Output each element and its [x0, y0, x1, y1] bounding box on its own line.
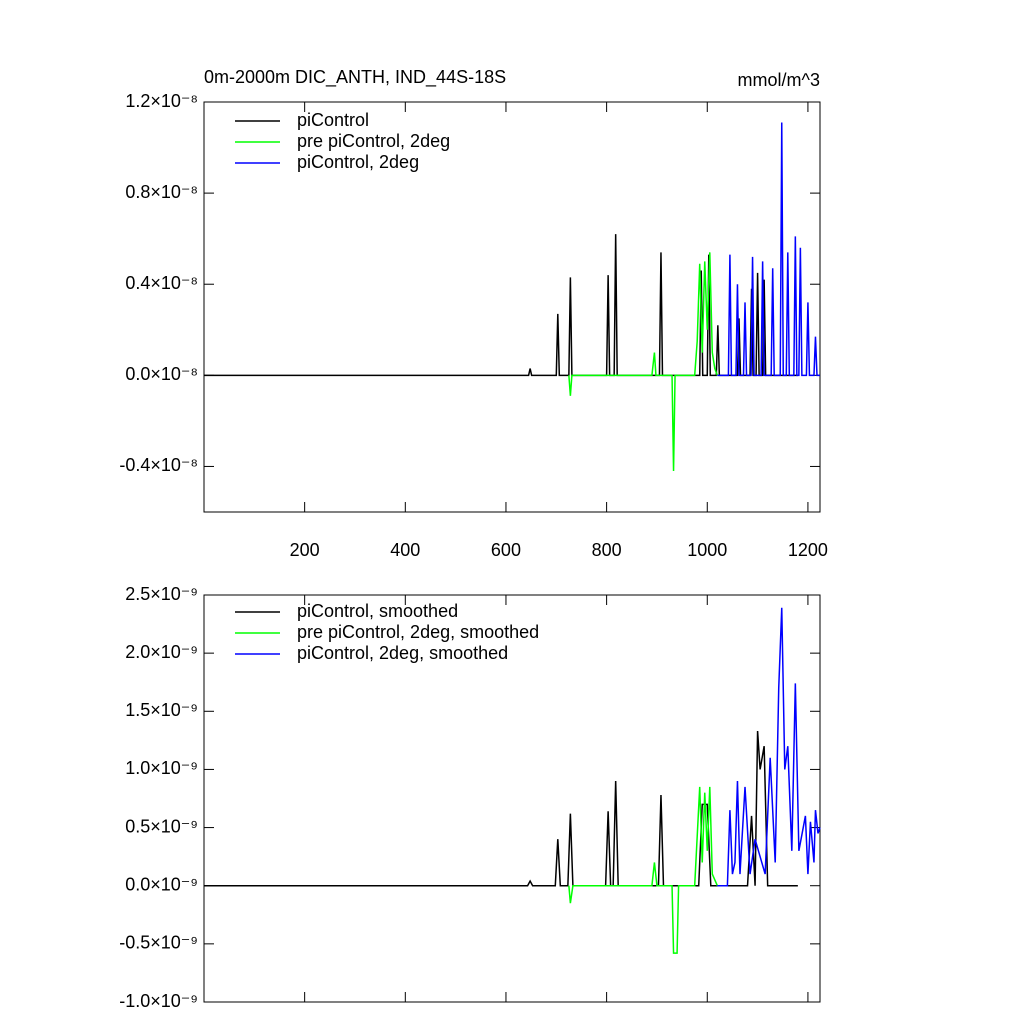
legend-label: pre piControl, 2deg [297, 131, 450, 151]
legend-label: piControl, 2deg [297, 152, 419, 172]
x-tick-label: 800 [592, 540, 622, 560]
data-line [204, 234, 798, 377]
plot-frame [203, 594, 821, 1003]
plot-frame [203, 101, 821, 513]
y-tick-label: 0.5×10⁻⁹ [125, 816, 198, 836]
chart-title: 0m-2000m DIC_ANTH, IND_44S-18S [204, 67, 506, 88]
y-tick-label: -0.4×10⁻⁸ [119, 455, 198, 475]
data-line [717, 607, 821, 887]
y-tick-label: -1.0×10⁻⁹ [119, 991, 198, 1011]
y-tick-label: 1.5×10⁻⁹ [125, 700, 198, 720]
data-line [717, 122, 820, 377]
y-tick-label: 0.4×10⁻⁸ [125, 273, 198, 293]
x-tick-label: 1200 [788, 540, 828, 560]
legend-label: piControl [297, 110, 369, 130]
y-tick-label: -0.5×10⁻⁹ [119, 933, 198, 953]
y-tick-label: 0.0×10⁻⁹ [125, 874, 198, 894]
x-tick-label: 1000 [687, 540, 727, 560]
y-tick-label: 2.5×10⁻⁹ [125, 584, 198, 604]
legend-label: pre piControl, 2deg, smoothed [297, 622, 539, 642]
y-tick-label: 0.0×10⁻⁸ [125, 364, 198, 384]
y-tick-label: 0.8×10⁻⁸ [125, 182, 198, 202]
y-tick-label: 1.0×10⁻⁹ [125, 758, 198, 778]
legend-label: piControl, smoothed [297, 601, 458, 621]
data-line [568, 786, 719, 954]
data-line [568, 252, 719, 472]
x-tick-label: 200 [290, 540, 320, 560]
x-tick-label: 600 [491, 540, 521, 560]
legend-label: piControl, 2deg, smoothed [297, 643, 508, 663]
y-tick-label: 2.0×10⁻⁹ [125, 642, 198, 662]
y-tick-label: 1.2×10⁻⁸ [125, 91, 198, 111]
units-label: mmol/m^3 [738, 70, 820, 90]
x-tick-label: 400 [390, 540, 420, 560]
